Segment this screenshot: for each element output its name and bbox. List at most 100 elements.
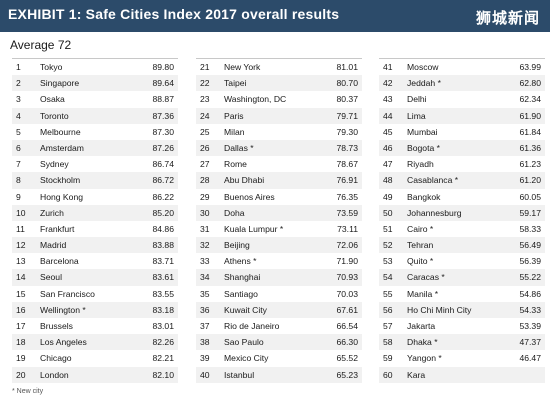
rank-cell: 33 xyxy=(200,256,210,267)
rank-cell: 18 xyxy=(16,337,26,348)
score-cell: 89.64 xyxy=(152,78,174,89)
rank-cell: 3 xyxy=(16,94,21,105)
rank-cell: 51 xyxy=(383,223,393,234)
city-cell: Johannesburg xyxy=(407,207,462,218)
score-cell: 65.23 xyxy=(336,369,358,380)
table-row: 37 Rio de Janeiro 66.54 xyxy=(196,318,362,334)
score-cell: 65.52 xyxy=(336,353,358,364)
score-cell: 89.80 xyxy=(152,62,174,72)
rank-cell: 40 xyxy=(200,369,210,380)
rank-cell: 1 xyxy=(16,62,21,72)
score-cell: 78.73 xyxy=(336,142,358,153)
rank-cell: 20 xyxy=(16,369,26,380)
rank-cell: 54 xyxy=(383,272,393,283)
city-cell: Bangkok xyxy=(407,191,441,202)
table-row: 48 Casablanca * 61.20 xyxy=(379,172,545,189)
score-cell: 79.30 xyxy=(336,126,358,137)
rank-cell: 6 xyxy=(16,142,21,153)
rank-cell: 24 xyxy=(200,110,210,121)
score-cell: 71.90 xyxy=(336,256,358,267)
score-cell: 66.54 xyxy=(336,321,358,331)
rank-cell: 28 xyxy=(200,175,210,186)
table-row: 60 Kara xyxy=(379,366,545,383)
city-cell: Caracas * xyxy=(407,272,445,283)
table-row: 21 New York 81.01 xyxy=(196,59,362,75)
table-row: 43 Delhi 62.34 xyxy=(379,91,545,107)
score-cell: 61.90 xyxy=(519,110,541,121)
table-row: 35 Santiago 70.03 xyxy=(196,286,362,302)
city-cell: Rio de Janeiro xyxy=(224,321,280,331)
table-row: 8 Stockholm 86.72 xyxy=(12,172,178,189)
score-cell: 67.61 xyxy=(336,304,358,315)
city-cell: Manila * xyxy=(407,288,439,299)
table-row: 17 Brussels 83.01 xyxy=(12,318,178,334)
rank-cell: 59 xyxy=(383,353,393,364)
score-cell: 86.22 xyxy=(152,191,174,202)
table-row: 28 Abu Dhabi 76.91 xyxy=(196,172,362,189)
city-cell: Buenos Aires xyxy=(224,191,275,202)
score-cell: 70.93 xyxy=(336,272,358,283)
city-cell: Yangon * xyxy=(407,353,442,364)
score-cell: 63.99 xyxy=(519,62,541,72)
city-cell: Jakarta xyxy=(407,321,436,331)
rank-cell: 27 xyxy=(200,159,210,170)
city-cell: Tokyo xyxy=(40,62,63,72)
table-row: 24 Paris 79.71 xyxy=(196,107,362,124)
score-cell: 86.74 xyxy=(152,159,174,170)
city-cell: Hong Kong xyxy=(40,191,84,202)
table-row: 9 Hong Kong 86.22 xyxy=(12,189,178,205)
score-cell: 87.26 xyxy=(152,142,174,153)
rank-cell: 37 xyxy=(200,321,210,331)
rank-cell: 12 xyxy=(16,240,26,251)
average-label: Average 72 xyxy=(10,38,72,52)
rank-cell: 22 xyxy=(200,78,210,89)
table-row: 49 Bangkok 60.05 xyxy=(379,189,545,205)
exhibit-label: EXHIBIT 1: xyxy=(8,6,82,22)
rank-cell: 50 xyxy=(383,207,393,218)
table-row: 4 Toronto 87.36 xyxy=(12,107,178,124)
rank-cell: 5 xyxy=(16,126,21,137)
city-cell: Sydney xyxy=(40,159,69,170)
rank-cell: 48 xyxy=(383,175,393,186)
rank-cell: 19 xyxy=(16,353,26,364)
footnote: * New city xyxy=(12,388,44,395)
score-cell: 60.05 xyxy=(519,191,541,202)
rank-cell: 36 xyxy=(200,304,210,315)
city-cell: Brussels xyxy=(40,321,73,331)
score-cell: 62.34 xyxy=(519,94,541,105)
city-cell: Los Angeles xyxy=(40,337,87,348)
score-cell: 61.84 xyxy=(519,126,541,137)
city-cell: Sao Paulo xyxy=(224,337,264,348)
table-row: 22 Taipei 80.70 xyxy=(196,75,362,92)
rank-cell: 42 xyxy=(383,78,393,89)
table-row: 33 Athens * 71.90 xyxy=(196,253,362,269)
city-cell: Paris xyxy=(224,110,244,121)
table-row: 51 Cairo * 58.33 xyxy=(379,221,545,237)
score-cell: 56.39 xyxy=(519,256,541,267)
score-cell: 56.49 xyxy=(519,240,541,251)
rank-cell: 26 xyxy=(200,142,210,153)
table-row: 41 Moscow 63.99 xyxy=(379,59,545,75)
score-cell: 87.30 xyxy=(152,126,174,137)
city-cell: Kuala Lumpur * xyxy=(224,223,284,234)
rank-cell: 2 xyxy=(16,78,21,89)
table-row: 31 Kuala Lumpur * 73.11 xyxy=(196,221,362,237)
city-cell: Washington, DC xyxy=(224,94,287,105)
score-cell: 59.17 xyxy=(519,207,541,218)
table-row: 6 Amsterdam 87.26 xyxy=(12,139,178,157)
city-cell: Osaka xyxy=(40,94,65,105)
city-cell: Cairo * xyxy=(407,223,434,234)
city-cell: Moscow xyxy=(407,62,439,72)
rank-cell: 25 xyxy=(200,126,210,137)
city-cell: New York xyxy=(224,62,261,72)
city-cell: Chicago xyxy=(40,353,72,364)
rank-cell: 29 xyxy=(200,191,210,202)
rank-cell: 52 xyxy=(383,240,393,251)
score-cell: 83.18 xyxy=(152,304,174,315)
table-row: 47 Riyadh 61.23 xyxy=(379,156,545,172)
exhibit-title: EXHIBIT 1: Safe Cities Index 2017 overal… xyxy=(8,6,339,22)
rank-cell: 13 xyxy=(16,256,26,267)
table-row: 19 Chicago 82.21 xyxy=(12,350,178,366)
rank-cell: 53 xyxy=(383,256,393,267)
city-cell: Istanbul xyxy=(224,369,255,380)
